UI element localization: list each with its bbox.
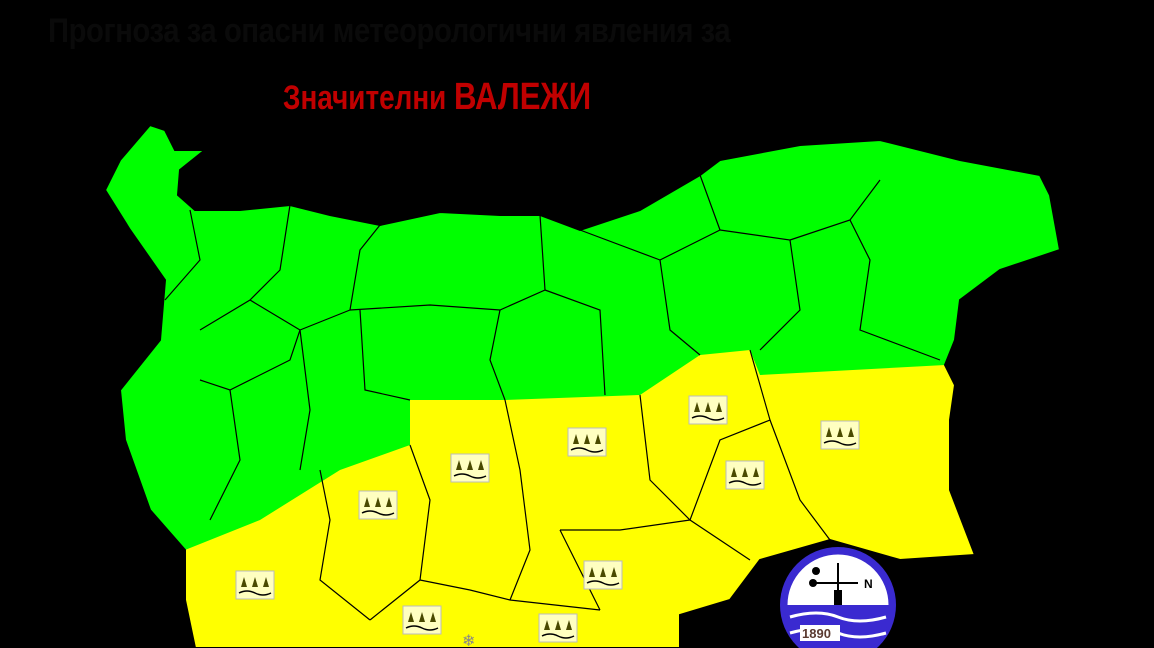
logo-compass-letter: N bbox=[864, 577, 873, 591]
rain-icon bbox=[538, 613, 578, 643]
rain-icon bbox=[450, 453, 490, 483]
rain-icon bbox=[583, 560, 623, 590]
rain-icon bbox=[402, 605, 442, 635]
map-subtitle: Значителни ВАЛЕЖИ bbox=[283, 76, 591, 119]
subtitle-phenomenon: ВАЛЕЖИ bbox=[454, 76, 592, 118]
snowflake-icon: ❄ bbox=[462, 633, 475, 648]
rain-icon bbox=[820, 420, 860, 450]
subtitle-prefix: Значителни bbox=[283, 79, 447, 117]
rain-icon bbox=[567, 427, 607, 457]
logo-year: 1890 bbox=[802, 626, 831, 641]
rain-icon bbox=[725, 460, 765, 490]
rain-icon bbox=[358, 490, 398, 520]
district-borders bbox=[164, 174, 941, 621]
logo: N 1890 bbox=[780, 547, 896, 648]
map-title: Прогноза за опасни метеорологични явлени… bbox=[48, 12, 731, 50]
rain-icon bbox=[235, 570, 275, 600]
rain-icon bbox=[688, 395, 728, 425]
